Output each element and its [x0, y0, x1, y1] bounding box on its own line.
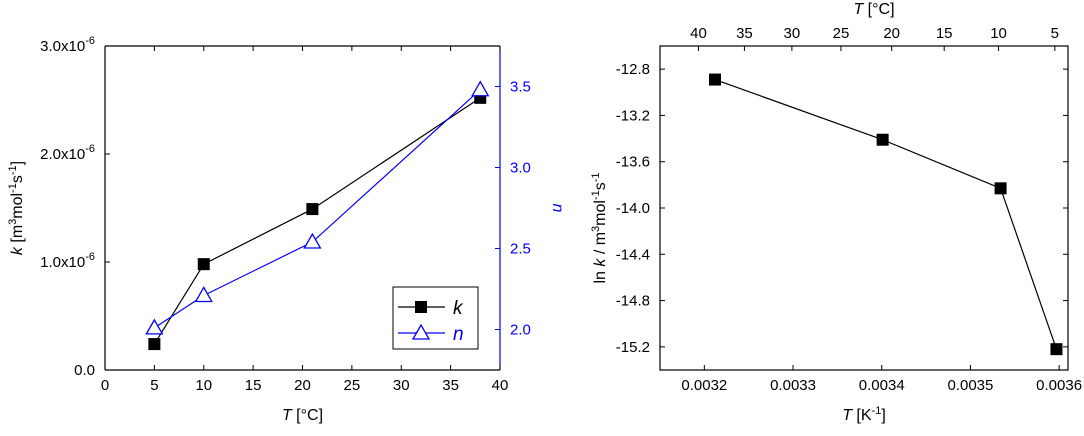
- series-n-point: [471, 80, 490, 97]
- series-lnk-point: [994, 182, 1007, 195]
- top-x-tick-label: 20: [883, 25, 900, 42]
- x-tick-label: 35: [442, 377, 459, 394]
- top-x-tick-label: 30: [784, 25, 801, 42]
- y-tick-label: -14.0: [616, 200, 650, 217]
- top-x-tick-label: 15: [936, 25, 953, 42]
- y-left-tick-label: 3.0x10-6: [40, 35, 95, 55]
- top-x-axis-title: T [°C]: [853, 1, 894, 18]
- series-lnk-point: [1050, 343, 1063, 356]
- left-chart-panel: 0 5 10 15 20 25 30 35 40 0.0 1.0x10-6 2.0x10-6 3.0x1…: [7, 35, 566, 424]
- y-tick-label: -13.2: [616, 107, 650, 124]
- x-tick-label: 15: [245, 377, 262, 394]
- y-tick-label: -15.2: [616, 339, 650, 356]
- y-right-tick-label: 2.5: [510, 241, 531, 258]
- legend-n-label: n: [453, 324, 464, 345]
- legend-n-marker: [411, 323, 431, 340]
- y-right-axis-title: n: [549, 204, 566, 213]
- y-tick-label: -13.6: [616, 154, 650, 171]
- x-tick-label: 0: [101, 377, 109, 394]
- y-tick-label: -14.8: [616, 293, 650, 310]
- series-n-line: [154, 89, 481, 329]
- y-right-tick-label: 3.0: [510, 160, 531, 177]
- x-tick-label: 20: [294, 377, 311, 394]
- series-k-point: [197, 258, 210, 271]
- y-right-tick-label: 3.5: [510, 79, 531, 96]
- y-left-axis-title: k [m3mol-1s-1]: [7, 161, 26, 255]
- x-tick-label: 10: [195, 377, 212, 394]
- series-lnk-point: [708, 73, 721, 86]
- x-axis-title: T [°C]: [282, 407, 323, 424]
- series-k-point: [306, 203, 319, 216]
- series-lnk-line: [714, 78, 1058, 350]
- x-tick-label: 30: [393, 377, 410, 394]
- top-x-tick-label: 10: [990, 25, 1007, 42]
- y-left-tick-label: 0.0: [74, 362, 95, 379]
- x-tick-label: 0.0033: [770, 377, 816, 394]
- series-n-point: [303, 232, 322, 249]
- series-n-point: [194, 286, 213, 303]
- x-tick-label: 5: [150, 377, 158, 394]
- legend-box: [392, 286, 479, 350]
- y-right-tick-label: 2.0: [510, 322, 531, 339]
- top-x-tick-label: 40: [690, 25, 707, 42]
- x-tick-label: 0.0034: [859, 377, 905, 394]
- x-tick-label: 0.0035: [947, 377, 993, 394]
- y-tick-label: -12.8: [616, 61, 650, 78]
- top-x-tick-label: 35: [736, 25, 753, 42]
- top-x-tick-label: 25: [833, 25, 850, 42]
- y-left-tick-label: 1.0x10-6: [40, 251, 95, 271]
- series-lnk-point: [876, 133, 889, 146]
- legend-k-marker: [415, 301, 427, 313]
- x-tick-label: 40: [492, 377, 509, 394]
- y-left-tick-label: 2.0x10-6: [40, 143, 95, 163]
- legend-k-label: k: [453, 298, 464, 319]
- x-axis-title: T [K-1]: [842, 405, 886, 424]
- x-tick-label: 0.0032: [681, 377, 727, 394]
- x-tick-label: 0.0036: [1036, 377, 1082, 394]
- right-chart-panel: 0.0032 0.0033 0.0034 0.0035 0.0036 40 35 30 25 20…: [590, 1, 1082, 424]
- series-n-point: [145, 318, 164, 335]
- series-k-point: [148, 338, 161, 351]
- top-x-tick-label: 5: [1051, 25, 1059, 42]
- x-tick-label: 25: [344, 377, 361, 394]
- y-tick-label: -14.4: [616, 246, 650, 263]
- series-k-line: [153, 97, 481, 345]
- y-axis-title: ln k / m3mol-1s-1: [590, 172, 609, 283]
